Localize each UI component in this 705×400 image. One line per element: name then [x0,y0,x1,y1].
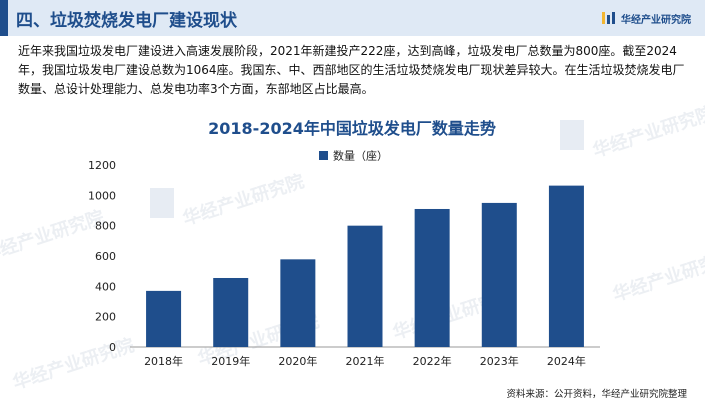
y-tick-label: 600 [95,250,116,263]
bar [146,290,182,347]
x-tick-label: 2022年 [413,354,452,368]
chart-title: 2018-2024年中国垃圾发电厂数量走势 [208,119,496,138]
header-accent-bar [0,0,8,36]
bar [414,208,450,347]
y-tick-label: 400 [95,280,116,293]
bar [347,225,383,347]
bar [548,185,584,347]
brand-name: 华经产业研究院 [621,14,691,26]
y-tick-label: 0 [109,341,116,354]
y-tick-label: 200 [95,311,116,324]
section-header: 四、垃圾焚烧发电厂建设现状 华经产业研究院 [0,0,705,36]
x-tick-label: 2021年 [346,354,385,368]
bar [481,202,517,347]
bar [280,259,316,347]
x-tick-label: 2020年 [278,354,317,368]
legend-label: 数量（座） [333,149,388,163]
x-tick-label: 2019年 [211,354,250,368]
x-tick-label: 2024年 [547,354,586,368]
bar [213,277,249,347]
watermark-logo-icon [560,120,584,150]
brand: 华经产业研究院 [602,11,691,26]
y-tick-label: 800 [95,220,116,233]
source-note: 资料来源：公开资料，华经产业研究院整理 [506,389,687,400]
intro-paragraph: 近年来我国垃圾发电厂建设进入高速发展阶段，2021年新建投产222座，达到高峰，… [18,44,685,96]
x-tick-label: 2018年 [144,354,183,368]
x-tick-label: 2023年 [480,354,519,368]
y-tick-label: 1000 [88,189,116,202]
brand-logo-icon [602,12,615,24]
legend-swatch [319,151,328,160]
section-title: 四、垃圾焚烧发电厂建设现状 [16,11,237,31]
watermark-logo-icon [150,188,174,218]
y-tick-label: 1200 [88,159,116,172]
